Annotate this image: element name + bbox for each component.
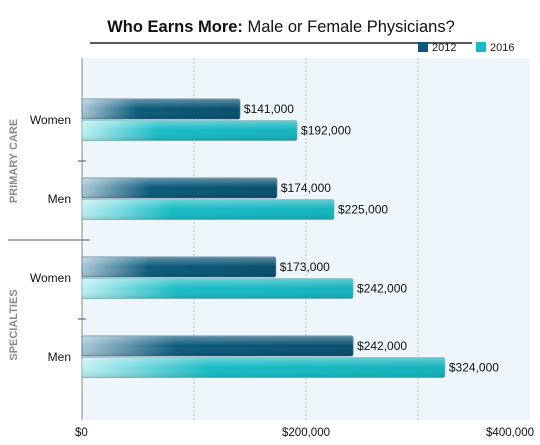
bar-shine-2012-1 xyxy=(82,178,277,198)
legend-label-2012: 2012 xyxy=(432,42,456,54)
group-label-primary-care: PRIMARY CARE xyxy=(8,119,20,203)
group-label-specialties: SPECIALTIES xyxy=(8,289,20,360)
data-label-2016-1: $225,000 xyxy=(338,203,388,217)
legend-swatch-2012 xyxy=(418,42,428,52)
category-labels: Women Men Women Men xyxy=(30,113,71,364)
data-label-2016-3: $324,000 xyxy=(449,361,499,375)
data-label-2012-1: $174,000 xyxy=(281,181,331,195)
bar-shine-2016-3 xyxy=(82,357,445,378)
bar-shine-2012-3 xyxy=(82,336,354,356)
x-tick-label-0: $0 xyxy=(75,427,88,439)
legend-swatch-2016 xyxy=(476,42,486,52)
bar-shine-2012-2 xyxy=(82,257,276,277)
bar-shine-2016-0 xyxy=(82,120,298,141)
category-label-0: Women xyxy=(30,113,71,127)
category-label-3: Men xyxy=(48,350,71,364)
x-axis: $0 $200,000 $400,000 xyxy=(75,427,534,439)
category-label-2: Women xyxy=(30,271,71,285)
legend: 2012 2016 xyxy=(418,42,514,54)
bars: $141,000 $192,000 $174,000 $225,000 $173,000… xyxy=(81,98,499,378)
data-label-2012-0: $141,000 xyxy=(244,102,294,116)
bar-shine-2012-0 xyxy=(82,99,240,119)
chart-title: Who Earns More: Male or Female Physician… xyxy=(107,18,455,36)
data-label-2012-2: $173,000 xyxy=(280,260,330,274)
data-label-2016-2: $242,000 xyxy=(357,282,407,296)
x-tick-label-2: $400,000 xyxy=(486,427,534,439)
bar-shine-2016-1 xyxy=(82,199,334,220)
category-label-1: Men xyxy=(48,192,71,206)
data-label-2016-0: $192,000 xyxy=(301,124,351,138)
legend-label-2016: 2016 xyxy=(490,42,514,54)
x-tick-label-1: $200,000 xyxy=(282,427,330,439)
data-label-2012-3: $242,000 xyxy=(357,339,407,353)
bar-shine-2016-2 xyxy=(82,278,354,299)
